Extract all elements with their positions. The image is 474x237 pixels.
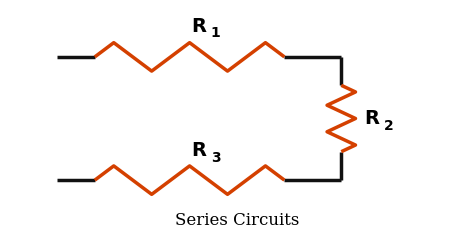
- Text: 1: 1: [211, 26, 220, 40]
- Text: Series Circuits: Series Circuits: [175, 212, 299, 229]
- Text: R: R: [365, 109, 380, 128]
- Text: 3: 3: [211, 151, 220, 165]
- Text: 2: 2: [384, 118, 393, 133]
- Text: R: R: [191, 141, 207, 160]
- Text: R: R: [191, 17, 207, 36]
